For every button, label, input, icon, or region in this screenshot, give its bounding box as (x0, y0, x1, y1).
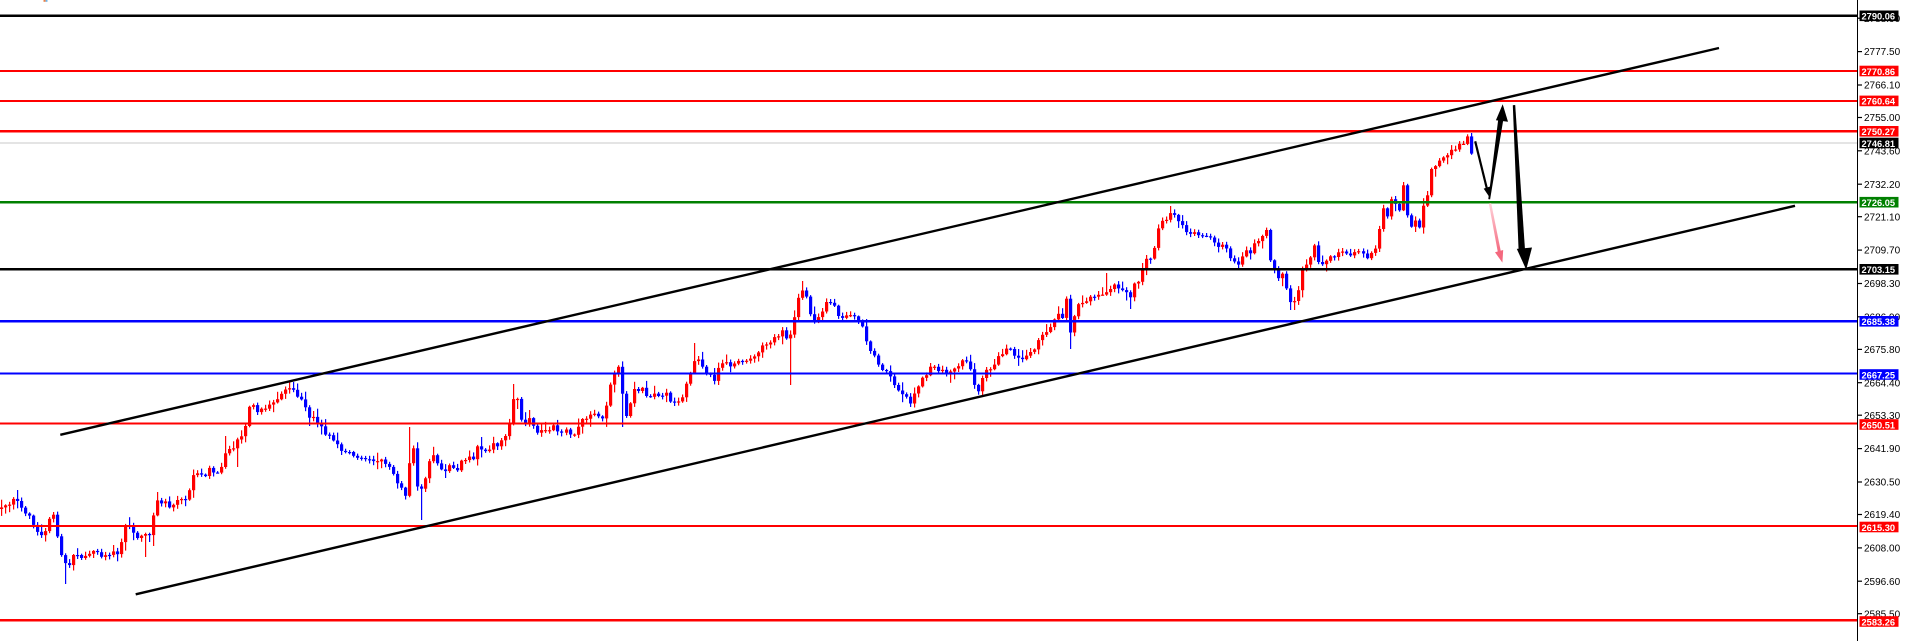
svg-text:2709.70: 2709.70 (1864, 246, 1901, 257)
svg-text:2583.26: 2583.26 (1862, 617, 1896, 627)
svg-text:2755.00: 2755.00 (1864, 113, 1901, 124)
svg-text:2721.10: 2721.10 (1864, 212, 1901, 223)
svg-text:2585.50: 2585.50 (1864, 609, 1901, 620)
svg-text:2777.50: 2777.50 (1864, 47, 1901, 58)
svg-text:2608.00: 2608.00 (1864, 544, 1901, 555)
svg-text:2770.86: 2770.86 (1862, 67, 1896, 77)
svg-text:2619.40: 2619.40 (1864, 510, 1901, 521)
svg-text:2664.40: 2664.40 (1864, 378, 1901, 389)
svg-text:2653.30: 2653.30 (1864, 411, 1901, 422)
svg-text:2726.05: 2726.05 (1862, 198, 1896, 208)
svg-text:2746.81: 2746.81 (1862, 139, 1896, 149)
svg-text:2750.27: 2750.27 (1862, 127, 1896, 137)
svg-text:2667.25: 2667.25 (1862, 370, 1896, 380)
svg-text:2732.20: 2732.20 (1864, 180, 1901, 191)
svg-text:2766.10: 2766.10 (1864, 81, 1901, 92)
svg-text:2703.15: 2703.15 (1862, 265, 1896, 275)
svg-text:2596.60: 2596.60 (1864, 577, 1901, 588)
svg-text:2675.80: 2675.80 (1864, 345, 1901, 356)
svg-text:2760.64: 2760.64 (1862, 97, 1896, 107)
svg-text:2685.38: 2685.38 (1862, 317, 1896, 327)
svg-text:2743.60: 2743.60 (1864, 146, 1901, 157)
svg-text:2630.50: 2630.50 (1864, 478, 1901, 489)
svg-text:2650.51: 2650.51 (1862, 420, 1896, 430)
svg-text:2698.30: 2698.30 (1864, 279, 1901, 290)
svg-text:2790.06: 2790.06 (1862, 12, 1896, 22)
svg-text:2615.30: 2615.30 (1862, 523, 1896, 533)
svg-text:2641.90: 2641.90 (1864, 444, 1901, 455)
